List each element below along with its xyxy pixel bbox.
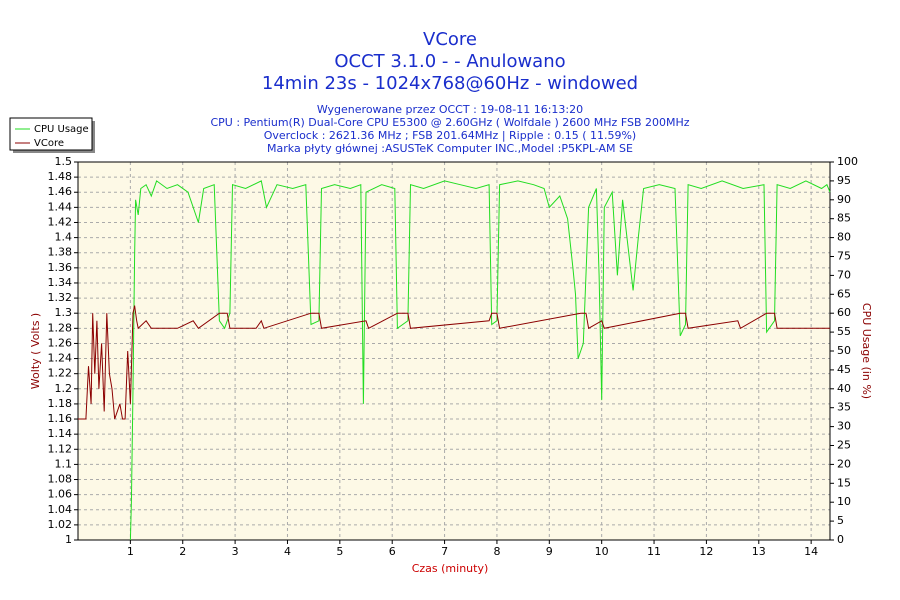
y2-tick-label: 35 — [837, 401, 851, 414]
y2-tick-label: 90 — [837, 193, 851, 206]
y2-tick-label: 30 — [837, 420, 851, 433]
legend-label: CPU Usage — [34, 124, 89, 135]
y-tick-label: 1.24 — [48, 352, 73, 365]
y2-tick-label: 0 — [837, 533, 844, 546]
y-tick-label: 1.1 — [55, 457, 73, 470]
y2-tick-label: 25 — [837, 439, 851, 452]
x-tick-label: 14 — [804, 545, 818, 558]
info-line: CPU : Pentium(R) Dual-Core CPU E5300 @ 2… — [210, 116, 689, 129]
y2-tick-label: 40 — [837, 382, 851, 395]
x-tick-label: 6 — [389, 545, 396, 558]
x-tick-label: 12 — [699, 545, 713, 558]
y2-tick-label: 75 — [837, 250, 851, 263]
y-tick-label: 1.02 — [48, 518, 73, 531]
legend-box — [9, 117, 93, 151]
y2-tick-label: 55 — [837, 325, 851, 338]
y2-tick-label: 45 — [837, 363, 851, 376]
plot-area — [78, 162, 830, 540]
chart-subtitle: 14min 23s - 1024x768@60Hz - windowed — [262, 73, 638, 94]
y-tick-label: 1.08 — [48, 473, 73, 486]
x-axis-label: Czas (minuty) — [412, 562, 489, 575]
y2-tick-label: 20 — [837, 457, 851, 470]
plot-frame — [77, 161, 831, 541]
y2-tick-label: 50 — [837, 344, 851, 357]
y-tick-label: 1.18 — [48, 397, 73, 410]
chart-subtitle: OCCT 3.1.0 - - Anulowano — [334, 51, 565, 72]
y-tick-label: 1.04 — [48, 503, 73, 516]
y2-tick-label: 70 — [837, 268, 851, 281]
y-tick-label: 1.22 — [48, 367, 73, 380]
y-tick-label: 1.34 — [48, 276, 73, 289]
y-tick-label: 1.14 — [48, 427, 73, 440]
y-tick-label: 1.28 — [48, 321, 73, 334]
x-tick-label: 13 — [752, 545, 766, 558]
y-tick-label: 1 — [65, 533, 72, 546]
y-tick-label: 1.06 — [48, 488, 73, 501]
y2-tick-label: 85 — [837, 212, 851, 225]
x-tick-label: 5 — [336, 545, 343, 558]
info-line: Wygenerowane przez OCCT : 19-08-11 16:13… — [317, 103, 583, 116]
x-tick-label: 10 — [595, 545, 609, 558]
y2-tick-label: 80 — [837, 231, 851, 244]
y2-tick-label: 5 — [837, 514, 844, 527]
info-line: Overclock : 2621.36 MHz ; FSB 201.64MHz … — [264, 129, 636, 142]
x-tick-label: 11 — [647, 545, 661, 558]
x-tick-label: 3 — [232, 545, 239, 558]
y-tick-label: 1.48 — [48, 170, 73, 183]
x-tick-label: 7 — [441, 545, 448, 558]
y-tick-label: 1.3 — [55, 306, 73, 319]
x-tick-label: 9 — [546, 545, 553, 558]
y-tick-label: 1.26 — [48, 336, 73, 349]
y2-tick-label: 65 — [837, 287, 851, 300]
y2-tick-label: 60 — [837, 306, 851, 319]
y2-tick-label: 10 — [837, 495, 851, 508]
y-tick-label: 1.44 — [48, 200, 73, 213]
y2-tick-label: 100 — [837, 155, 858, 168]
legend-label: VCore — [34, 138, 64, 149]
x-tick-label: 1 — [127, 545, 134, 558]
y-tick-label: 1.12 — [48, 442, 73, 455]
y-tick-label: 1.4 — [55, 231, 73, 244]
y-tick-label: 1.42 — [48, 215, 73, 228]
info-line: Marka płyty głównej :ASUSTeK Computer IN… — [267, 142, 633, 155]
y2-tick-label: 15 — [837, 476, 851, 489]
y-tick-label: 1.36 — [48, 261, 73, 274]
y-tick-label: 1.2 — [55, 382, 73, 395]
series-line — [78, 305, 830, 420]
x-tick-label: 8 — [493, 545, 500, 558]
x-tick-label: 2 — [179, 545, 186, 558]
y-tick-label: 1.46 — [48, 185, 73, 198]
y-axis-label: Wolty ( Volts ) — [29, 313, 42, 389]
y2-tick-label: 95 — [837, 174, 851, 187]
x-tick-label: 4 — [284, 545, 291, 558]
series-line — [129, 180, 831, 541]
y-tick-label: 1.5 — [55, 155, 73, 168]
y2-axis-label: CPU Usage (in %) — [860, 303, 873, 399]
y-tick-label: 1.32 — [48, 291, 73, 304]
y-tick-label: 1.38 — [48, 246, 73, 259]
chart-title: VCore — [423, 29, 477, 50]
y-tick-label: 1.16 — [48, 412, 73, 425]
